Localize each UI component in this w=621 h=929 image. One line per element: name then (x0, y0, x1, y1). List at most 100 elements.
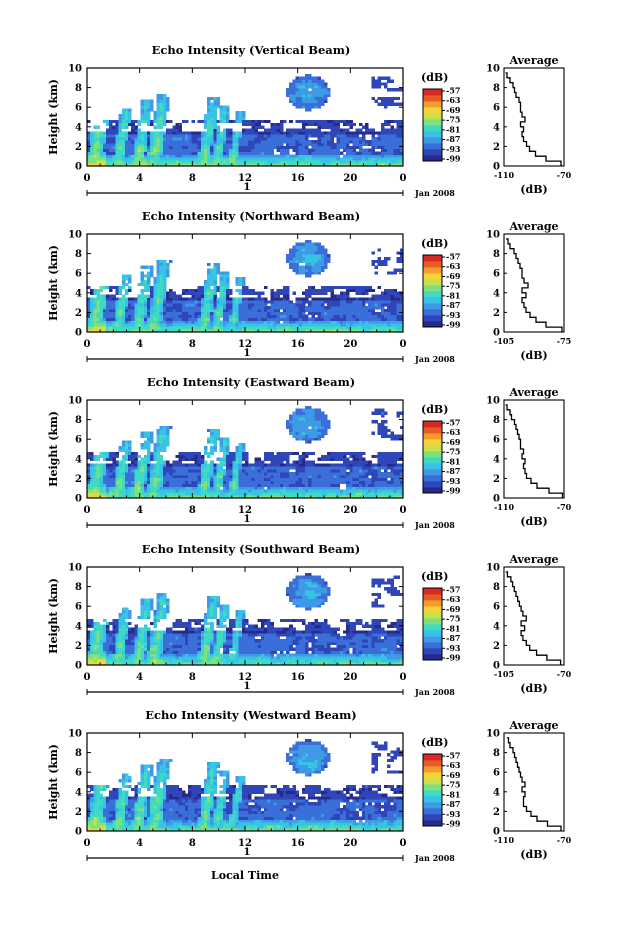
heatmap-cell (339, 157, 344, 161)
heatmap-cell (245, 469, 249, 473)
heatmap-cell (184, 154, 189, 158)
heatmap-cell (292, 128, 296, 132)
heatmap-cell (181, 291, 186, 295)
heatmap-cell (140, 280, 145, 284)
heatmap-cell (219, 140, 224, 144)
heatmap-cell (371, 294, 375, 298)
heatmap-cell (270, 145, 274, 150)
heatmap-cell (298, 259, 303, 264)
heatmap-cell (377, 294, 382, 298)
heatmap-cell (324, 142, 328, 147)
heatmap-cell (169, 294, 173, 298)
heatmap-cell (222, 157, 227, 161)
heatmap-cell (349, 306, 353, 310)
heatmap-cell (301, 248, 306, 252)
heatmap-cell (200, 285, 205, 290)
heatmap-cell (305, 73, 309, 77)
heatmap-cell (188, 477, 192, 482)
heatmap-cell (333, 151, 337, 155)
heatmap-cell (216, 326, 221, 330)
heatmap-cell (241, 163, 246, 167)
heatmap-cell (396, 326, 401, 330)
heatmap-cell (150, 131, 154, 135)
heatmap-cell (134, 134, 138, 138)
heatmap-cell (333, 311, 337, 316)
heatmap-cell (99, 163, 104, 167)
heatmap-cell (298, 329, 303, 333)
heatmap-cell (358, 145, 363, 150)
heatmap-cell (355, 163, 360, 167)
heatmap-cell (301, 105, 306, 109)
heatmap-cell (216, 265, 221, 269)
heatmap-cell (308, 157, 312, 161)
heatmap-cell (222, 454, 227, 458)
heatmap-cell (254, 148, 258, 152)
heatmap-cell (207, 148, 211, 152)
heatmap-cell (263, 317, 268, 321)
heatmap-cell (162, 460, 167, 464)
heatmap-cell (109, 320, 113, 324)
heatmap-cell (396, 311, 401, 316)
heatmap-cell (387, 128, 391, 132)
heatmap-cell (320, 245, 325, 249)
heatmap-cell (317, 420, 322, 424)
heatmap-cell (143, 111, 148, 115)
heatmap-cell (330, 291, 334, 295)
heatmap-cell (298, 314, 303, 318)
heatmap-cell (355, 314, 360, 318)
heatmap-cell (355, 288, 360, 292)
heatmap-cell (352, 160, 356, 164)
heatmap-cell (121, 440, 126, 444)
heatmap-cell (254, 477, 258, 482)
heatmap-cell (298, 323, 303, 327)
heatmap-cell (317, 259, 322, 264)
heatmap-cell (140, 105, 145, 109)
heatmap-cell (355, 300, 360, 304)
heatmap-cell (374, 131, 379, 135)
heatmap-cell (235, 314, 240, 318)
heatmap-cell (279, 495, 284, 499)
heatmap-cell (143, 320, 148, 324)
heatmap-cell (320, 420, 325, 424)
heatmap-cell (279, 326, 284, 330)
heatmap-cell (191, 288, 195, 292)
heatmap-cell (105, 495, 110, 499)
heatmap-cell (254, 303, 258, 307)
heatmap-cell (298, 268, 303, 272)
heatmap-cell (295, 483, 300, 487)
heatmap-cell (118, 288, 123, 292)
heatmap-cell (172, 308, 176, 313)
heatmap-cell (147, 437, 151, 441)
heatmap-cell (327, 300, 331, 304)
heatmap-cell (175, 314, 179, 318)
heatmap-cell (181, 148, 186, 152)
heatmap-cell (317, 242, 322, 246)
heatmap-cell (238, 449, 243, 453)
heatmap-cell (311, 314, 315, 318)
heatmap-cell (276, 326, 281, 330)
heatmap-cell (105, 137, 110, 141)
heatmap-cell (254, 297, 258, 301)
heatmap-cell (317, 93, 322, 98)
heatmap-cell (248, 145, 252, 150)
heatmap-cell (314, 411, 319, 415)
colorbar-tick-label: -63 (446, 95, 461, 105)
heatmap-cell (166, 329, 170, 333)
heatmap-cell (248, 314, 252, 318)
heatmap-cell (311, 88, 315, 92)
heatmap-cell (118, 492, 123, 496)
heatmap-cell (390, 79, 394, 83)
heatmap-cell (131, 142, 135, 147)
heatmap-cell (305, 495, 309, 499)
heatmap-cell (188, 317, 192, 321)
heatmap-cell (210, 472, 214, 476)
heatmap-cell (213, 142, 217, 147)
heatmap-cell (270, 306, 274, 310)
heatmap-cell (229, 317, 233, 321)
heatmap-cell (358, 288, 363, 292)
heatmap-cell (102, 314, 107, 318)
heatmap-cell (273, 297, 277, 301)
heatmap-cell (305, 85, 309, 89)
heatmap-cell (374, 160, 379, 164)
heatmap-cell (333, 142, 337, 147)
